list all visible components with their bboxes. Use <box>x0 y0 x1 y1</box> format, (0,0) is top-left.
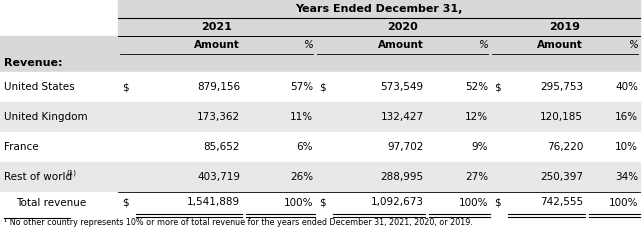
Bar <box>118 0 640 18</box>
Text: 173,362: 173,362 <box>197 112 240 122</box>
Text: 34%: 34% <box>615 172 638 182</box>
Text: Revenue:: Revenue: <box>4 58 62 68</box>
Bar <box>0 162 640 192</box>
Text: 6%: 6% <box>296 142 313 152</box>
Text: 27%: 27% <box>465 172 488 182</box>
Bar <box>118 18 640 36</box>
Text: $: $ <box>494 197 500 207</box>
Bar <box>0 132 640 162</box>
Text: 100%: 100% <box>459 197 488 207</box>
Text: $: $ <box>122 197 129 207</box>
Text: Amount: Amount <box>537 40 583 50</box>
Text: 120,185: 120,185 <box>540 112 583 122</box>
Bar <box>0 54 640 72</box>
Text: United States: United States <box>4 82 75 92</box>
Text: 40%: 40% <box>615 82 638 92</box>
Text: 2020: 2020 <box>387 22 418 32</box>
Bar <box>0 72 640 102</box>
Bar <box>0 102 640 132</box>
Text: 2019: 2019 <box>549 22 580 32</box>
Text: United Kingdom: United Kingdom <box>4 112 88 122</box>
Text: 573,549: 573,549 <box>381 82 424 92</box>
Text: 11%: 11% <box>290 112 313 122</box>
Text: Rest of world: Rest of world <box>4 172 72 182</box>
Text: France: France <box>4 142 39 152</box>
Text: 295,753: 295,753 <box>540 82 583 92</box>
Text: Years Ended December 31,: Years Ended December 31, <box>296 4 462 14</box>
Text: $: $ <box>319 197 326 207</box>
Text: %: % <box>478 40 488 50</box>
Text: %: % <box>303 40 313 50</box>
Text: 879,156: 879,156 <box>197 82 240 92</box>
Text: 288,995: 288,995 <box>381 172 424 182</box>
Text: ¹ No other country represents 10% or more of total revenue for the years ended D: ¹ No other country represents 10% or mor… <box>4 218 473 227</box>
Text: Amount: Amount <box>377 40 424 50</box>
Text: 100%: 100% <box>609 197 638 207</box>
Text: $: $ <box>494 82 500 92</box>
Text: 16%: 16% <box>615 112 638 122</box>
Text: Total revenue: Total revenue <box>16 197 86 207</box>
Text: $: $ <box>319 82 326 92</box>
Text: 132,427: 132,427 <box>381 112 424 122</box>
Text: 97,702: 97,702 <box>387 142 424 152</box>
Text: 10%: 10% <box>615 142 638 152</box>
Text: 57%: 57% <box>290 82 313 92</box>
Text: 100%: 100% <box>283 197 313 207</box>
Text: 9%: 9% <box>471 142 488 152</box>
Bar <box>0 36 640 54</box>
Text: 250,397: 250,397 <box>540 172 583 182</box>
Text: 1,092,673: 1,092,673 <box>370 197 424 207</box>
Text: 2021: 2021 <box>201 22 232 32</box>
Bar <box>0 192 640 213</box>
Text: 403,719: 403,719 <box>197 172 240 182</box>
Text: 742,555: 742,555 <box>540 197 583 207</box>
Text: Amount: Amount <box>194 40 240 50</box>
Text: %: % <box>628 40 638 50</box>
Text: 1,541,889: 1,541,889 <box>187 197 240 207</box>
Text: $: $ <box>122 82 129 92</box>
Text: 85,652: 85,652 <box>204 142 240 152</box>
Text: 26%: 26% <box>290 172 313 182</box>
Text: 76,220: 76,220 <box>547 142 583 152</box>
Text: 52%: 52% <box>465 82 488 92</box>
Text: (1): (1) <box>66 170 76 176</box>
Text: 12%: 12% <box>465 112 488 122</box>
